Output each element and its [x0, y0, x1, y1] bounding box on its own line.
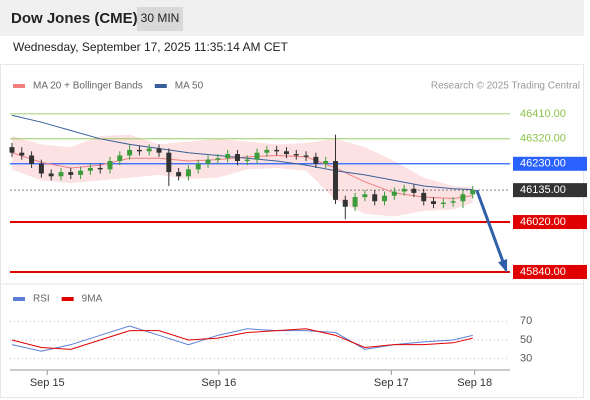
- candle-body: [29, 155, 35, 164]
- candle-body: [254, 152, 260, 160]
- level-label: 46410.00: [520, 108, 566, 120]
- candle-body: [185, 169, 191, 177]
- level-label: 46020.00: [520, 216, 566, 228]
- candle-body: [87, 167, 93, 171]
- candle-body: [78, 170, 84, 175]
- legend-swatch: [13, 297, 25, 301]
- level-label-box: [513, 215, 587, 230]
- candle-body: [332, 161, 338, 200]
- x-tick-label: Sep 16: [201, 377, 236, 389]
- level-label: 46135.00: [520, 184, 566, 196]
- legend-label: MA 20 + Bollinger Bands: [33, 81, 143, 92]
- candle-body: [362, 194, 368, 198]
- candle-body: [411, 188, 417, 193]
- forecast-arrow: [475, 189, 508, 271]
- candle-body: [117, 155, 123, 162]
- candle-body: [48, 173, 54, 177]
- level-label: 46320.00: [520, 133, 566, 145]
- credit: Research © 2025 Trading Central: [431, 81, 580, 92]
- candle-body: [38, 163, 44, 174]
- level-label: 46230.00: [520, 158, 566, 170]
- candle-body: [136, 149, 142, 152]
- legend-label: MA 50: [175, 81, 204, 92]
- level-label: 45840.00: [520, 266, 566, 278]
- candle-body: [323, 161, 329, 164]
- candle-body: [352, 197, 358, 207]
- y-tick-label: 70: [520, 315, 532, 327]
- legend-swatch: [61, 297, 74, 301]
- candle-body: [97, 167, 103, 170]
- legend-label: 9MA: [82, 294, 103, 305]
- panel-frame: [0, 64, 584, 398]
- candle-body: [421, 192, 427, 202]
- candle-body: [342, 199, 348, 207]
- candle-body: [244, 159, 250, 162]
- candle-body: [146, 148, 152, 152]
- candle-body: [68, 172, 74, 175]
- candle-body: [215, 158, 221, 160]
- x-tick-label: Sep 17: [374, 377, 409, 389]
- rsi-line: [11, 328, 473, 350]
- candle-body: [401, 188, 407, 192]
- candle-body: [9, 147, 15, 153]
- timeframe: 30 MIN: [141, 11, 180, 25]
- legend-label: RSI: [33, 294, 50, 305]
- level-label-box: [513, 264, 587, 279]
- candle-body: [166, 152, 172, 173]
- candle-body: [382, 195, 388, 202]
- candle-body: [19, 152, 25, 156]
- legend-swatch: [13, 84, 25, 88]
- x-tick-label: Sep 18: [457, 377, 492, 389]
- candle-body: [470, 190, 476, 195]
- candle-body: [205, 159, 211, 164]
- candle-body: [431, 201, 437, 205]
- candle-body: [460, 194, 466, 202]
- candle-body: [274, 149, 280, 152]
- candle-body: [372, 194, 378, 202]
- y-tick-label: 30: [520, 353, 532, 365]
- candle-body: [58, 172, 64, 177]
- candle-body: [195, 163, 201, 170]
- header-bar: [0, 0, 584, 36]
- x-tick-label: Sep 15: [30, 377, 65, 389]
- level-label-box: [513, 183, 587, 198]
- forecast-arrowhead: [498, 259, 508, 273]
- candle-body: [127, 149, 133, 156]
- candle-body: [264, 149, 270, 153]
- candle-body: [107, 161, 113, 170]
- candle-body: [440, 202, 446, 205]
- candle-body: [391, 191, 397, 196]
- title: Dow Jones (CME): [11, 10, 138, 27]
- candle-body: [313, 156, 319, 164]
- candle-body: [303, 155, 309, 157]
- datetime: Wednesday, September 17, 2025 11:35:14 A…: [13, 40, 289, 54]
- timeframe-box: [137, 7, 183, 31]
- candle-body: [450, 201, 456, 203]
- candle-body: [283, 151, 289, 155]
- candle-body: [156, 148, 162, 153]
- candle-body: [225, 154, 231, 159]
- legend-swatch: [154, 84, 167, 88]
- level-label-box: [513, 156, 587, 171]
- candle-body: [234, 154, 240, 162]
- candle-body: [293, 154, 299, 156]
- candle-body: [176, 172, 182, 177]
- rsi-line: [11, 325, 473, 352]
- y-tick-label: 50: [520, 334, 532, 346]
